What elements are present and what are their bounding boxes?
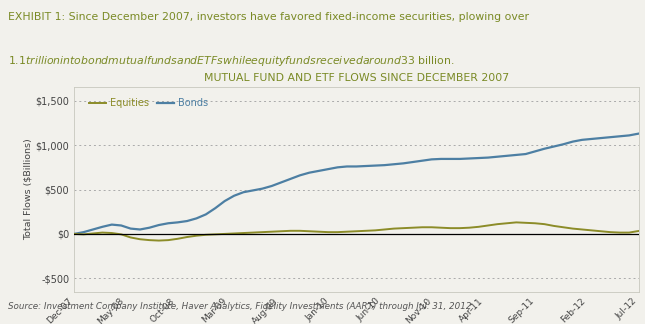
- Text: EXHIBIT 1: Since December 2007, investors have favored fixed-income securities, : EXHIBIT 1: Since December 2007, investor…: [8, 12, 529, 22]
- Text: $1.1 trillion into bond mutual funds and ETFs while equity funds received around: $1.1 trillion into bond mutual funds and…: [8, 54, 454, 68]
- Y-axis label: Total Flows ($Billions): Total Flows ($Billions): [24, 139, 33, 240]
- Text: Source: Investment Company Institute, Haver Analytics, Fidelity Investments (AAR: Source: Investment Company Institute, Ha…: [8, 302, 474, 311]
- Title: MUTUAL FUND AND ETF FLOWS SINCE DECEMBER 2007: MUTUAL FUND AND ETF FLOWS SINCE DECEMBER…: [204, 73, 509, 83]
- Legend: Equities, Bonds: Equities, Bonds: [84, 94, 212, 112]
